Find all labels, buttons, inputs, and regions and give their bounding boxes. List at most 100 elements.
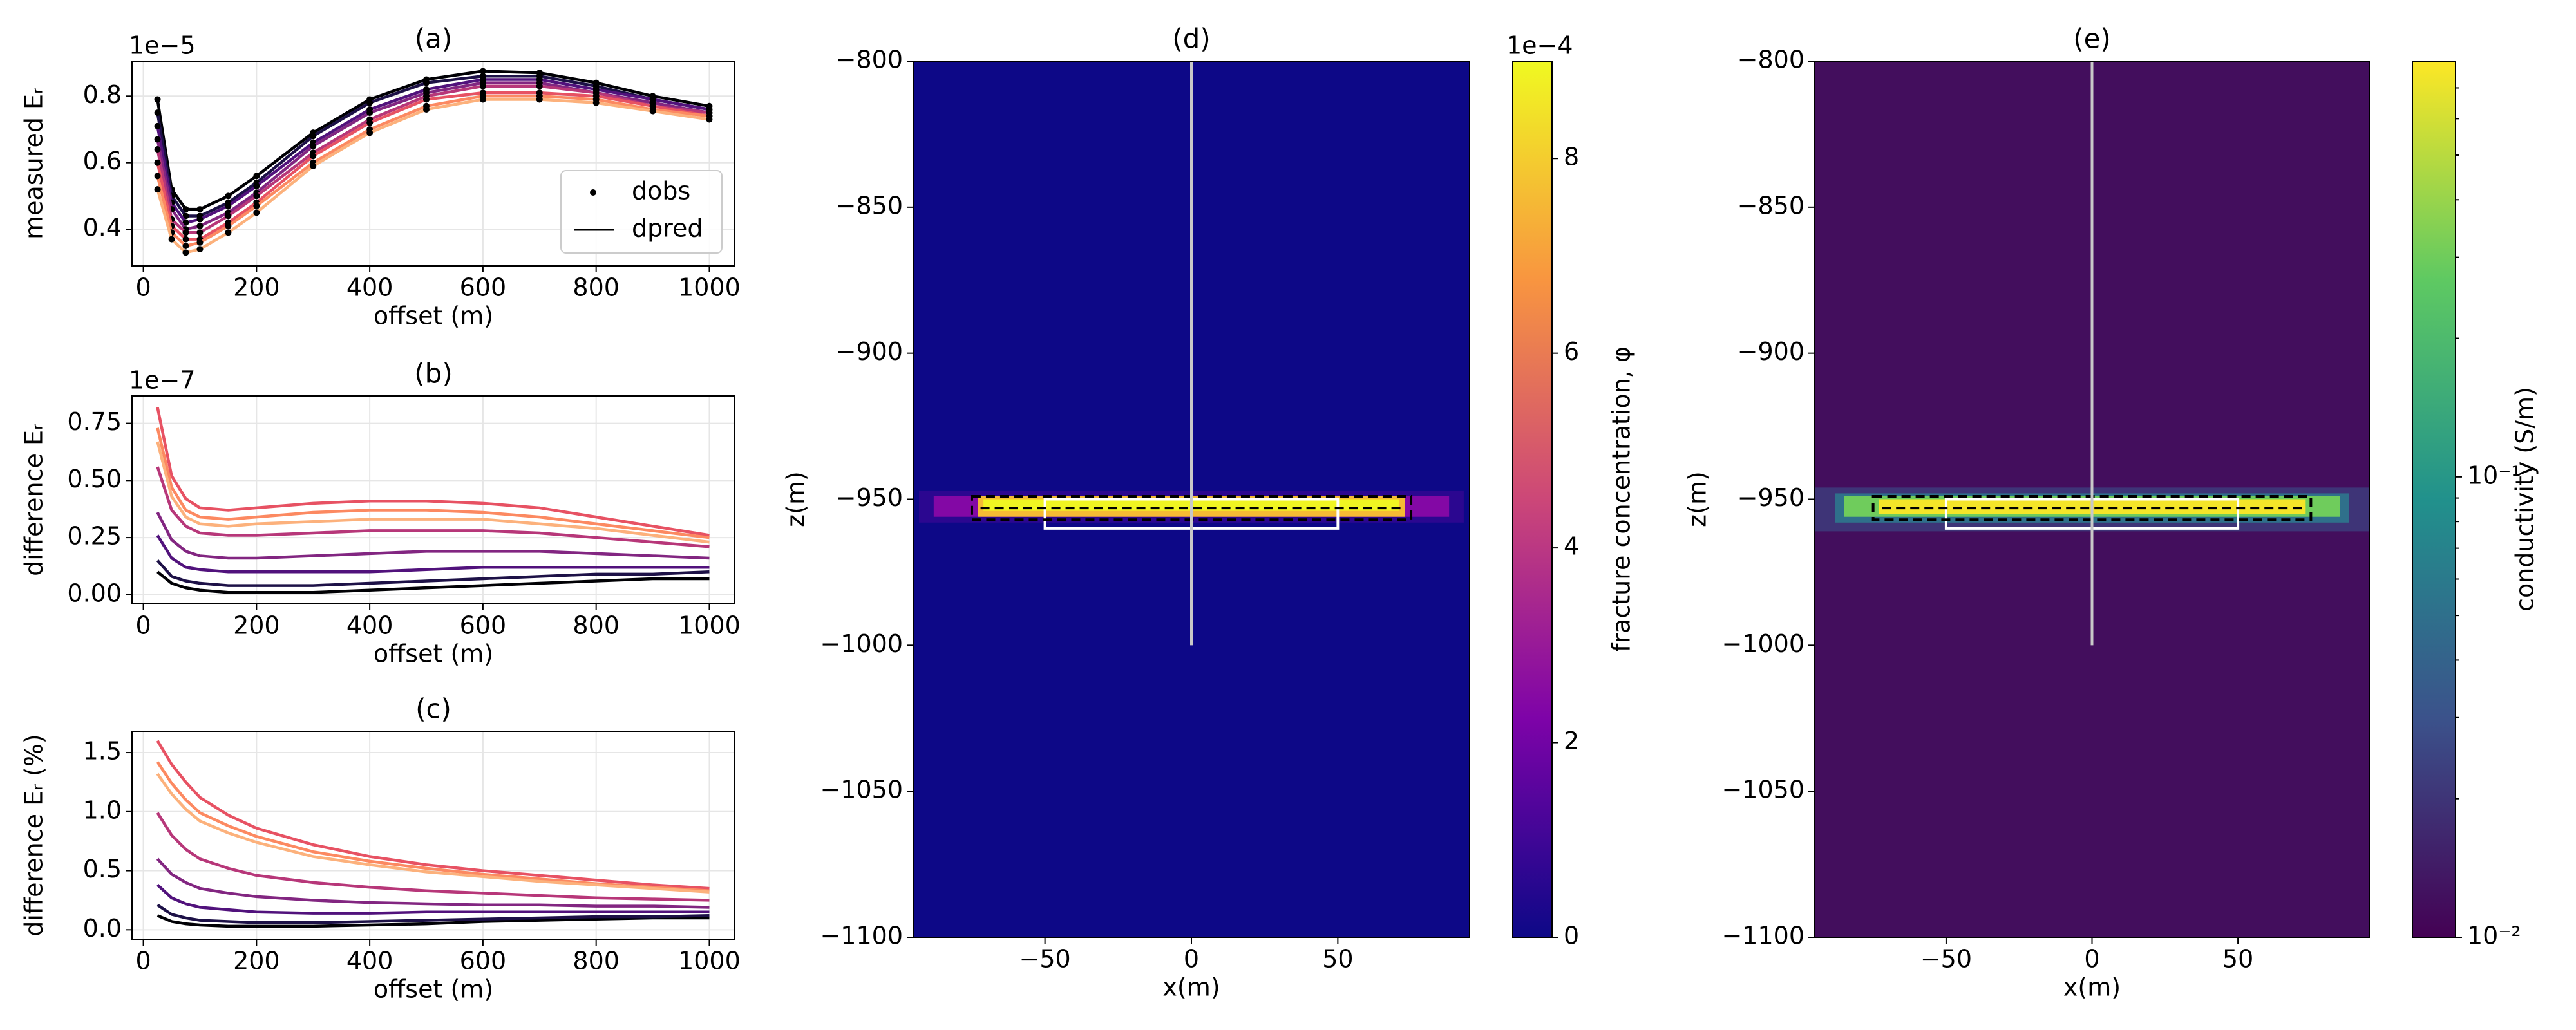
y-tick-label: −800 xyxy=(1738,46,1804,74)
y-tick-label: −850 xyxy=(836,191,903,220)
series-line xyxy=(156,570,710,594)
data-point xyxy=(154,122,161,129)
data-point xyxy=(196,216,204,223)
data-point xyxy=(536,96,543,103)
data-point xyxy=(479,82,486,89)
data-point xyxy=(253,202,260,209)
x-tick-label: 800 xyxy=(573,274,620,302)
y-tick-label: −1050 xyxy=(820,776,903,804)
data-point xyxy=(253,209,260,216)
chart-title: (d) xyxy=(1172,23,1210,55)
data-point xyxy=(154,146,161,153)
y-axis-label: difference Eᵣ xyxy=(20,424,48,576)
y-tick-label: 0.8 xyxy=(83,80,122,109)
data-point xyxy=(196,222,204,229)
colorbar xyxy=(2412,61,2456,938)
y-tick-label: −950 xyxy=(836,483,903,512)
x-axis-label: offset (m) xyxy=(374,975,493,1004)
data-point xyxy=(479,68,486,75)
y-tick-label: 0.5 xyxy=(83,855,122,883)
x-tick-label: 600 xyxy=(460,612,507,640)
data-point xyxy=(536,82,543,89)
y-tick-label: −1000 xyxy=(820,630,903,658)
chart-title: (e) xyxy=(2073,23,2111,55)
colorbar-tick-label: 8 xyxy=(1564,143,1579,171)
colorbar-label: fracture concentration, φ xyxy=(1607,346,1636,652)
x-tick-label: 400 xyxy=(346,274,393,302)
x-tick-label: −50 xyxy=(1920,945,1972,973)
data-point xyxy=(154,96,161,103)
x-tick-label: 50 xyxy=(2222,945,2253,973)
data-point xyxy=(366,129,374,136)
data-point xyxy=(225,212,232,220)
x-tick-label: 200 xyxy=(233,612,280,640)
y-tick-label: −900 xyxy=(1738,337,1804,366)
chart-title: (a) xyxy=(415,23,453,55)
axes-frame xyxy=(131,61,735,267)
axes-frame xyxy=(131,731,735,940)
series-line xyxy=(156,534,710,574)
data-point xyxy=(366,119,374,126)
legend-label: dpred xyxy=(632,214,703,243)
data-point xyxy=(196,229,204,236)
data-point xyxy=(225,192,232,200)
x-axis-label: x(m) xyxy=(1162,973,1220,1002)
x-tick-label: 600 xyxy=(460,947,507,975)
data-point xyxy=(154,136,161,143)
data-point xyxy=(196,246,204,253)
chart-title: (b) xyxy=(414,358,452,389)
y-tick-label: 0.00 xyxy=(67,579,122,607)
data-point xyxy=(423,106,430,113)
axes-frame xyxy=(913,61,1470,938)
y-tick-label: 0.6 xyxy=(83,147,122,175)
data-point xyxy=(182,229,189,236)
x-tick-label: −50 xyxy=(1019,945,1071,973)
data-point xyxy=(310,142,317,149)
data-point xyxy=(225,202,232,209)
data-point xyxy=(154,173,161,180)
x-tick-label: 200 xyxy=(233,947,280,975)
y-axis-label: difference Eᵣ (%) xyxy=(20,734,48,937)
y-tick-label: 1.5 xyxy=(83,737,122,765)
y-axis-label: z(m) xyxy=(1683,471,1712,527)
data-point xyxy=(310,133,317,140)
data-point xyxy=(182,242,189,249)
y-tick-label: 0.4 xyxy=(83,214,122,242)
series-line xyxy=(156,812,710,902)
colorbar-tick-label: 2 xyxy=(1564,727,1579,755)
colorbar xyxy=(1512,61,1553,938)
series-line xyxy=(156,427,710,539)
series-line xyxy=(156,559,710,587)
x-tick-label: 0 xyxy=(1184,945,1199,973)
colorbar-tick-label: 0 xyxy=(1564,922,1579,950)
colorbar-tick-label: 6 xyxy=(1564,337,1579,366)
x-tick-label: 800 xyxy=(573,612,620,640)
axes-frame xyxy=(131,395,735,604)
x-axis-label: x(m) xyxy=(2063,973,2121,1002)
x-tick-label: 0 xyxy=(135,274,151,302)
y-tick-label: 0.75 xyxy=(67,407,122,436)
colorbar-tick-label: 10⁻² xyxy=(2467,922,2521,950)
series-line xyxy=(156,511,710,560)
colorbar-tick-label: 10⁻¹ xyxy=(2467,461,2521,489)
data-point xyxy=(310,162,317,169)
panel: −50 0 50 −800 −850 −900 −950 −1000 −1050 −1100 (d)… xyxy=(782,23,1636,1002)
x-axis-label: offset (m) xyxy=(374,302,493,330)
x-axis-label: offset (m) xyxy=(374,640,493,668)
data-point xyxy=(706,116,713,123)
series-line xyxy=(156,857,710,909)
y-tick-label: −800 xyxy=(836,46,903,74)
x-tick-label: 0 xyxy=(135,947,151,975)
data-point xyxy=(225,229,232,236)
data-point xyxy=(196,239,204,246)
colorbar-tick-label: 4 xyxy=(1564,532,1579,561)
data-point xyxy=(253,173,260,180)
data-point xyxy=(423,79,430,86)
data-point xyxy=(182,249,189,256)
y-tick-label: 0.0 xyxy=(83,914,122,942)
y-tick-label: 0.50 xyxy=(67,465,122,493)
series-line xyxy=(156,903,710,924)
y-tick-label: −950 xyxy=(1738,483,1804,512)
series-line xyxy=(156,407,710,537)
